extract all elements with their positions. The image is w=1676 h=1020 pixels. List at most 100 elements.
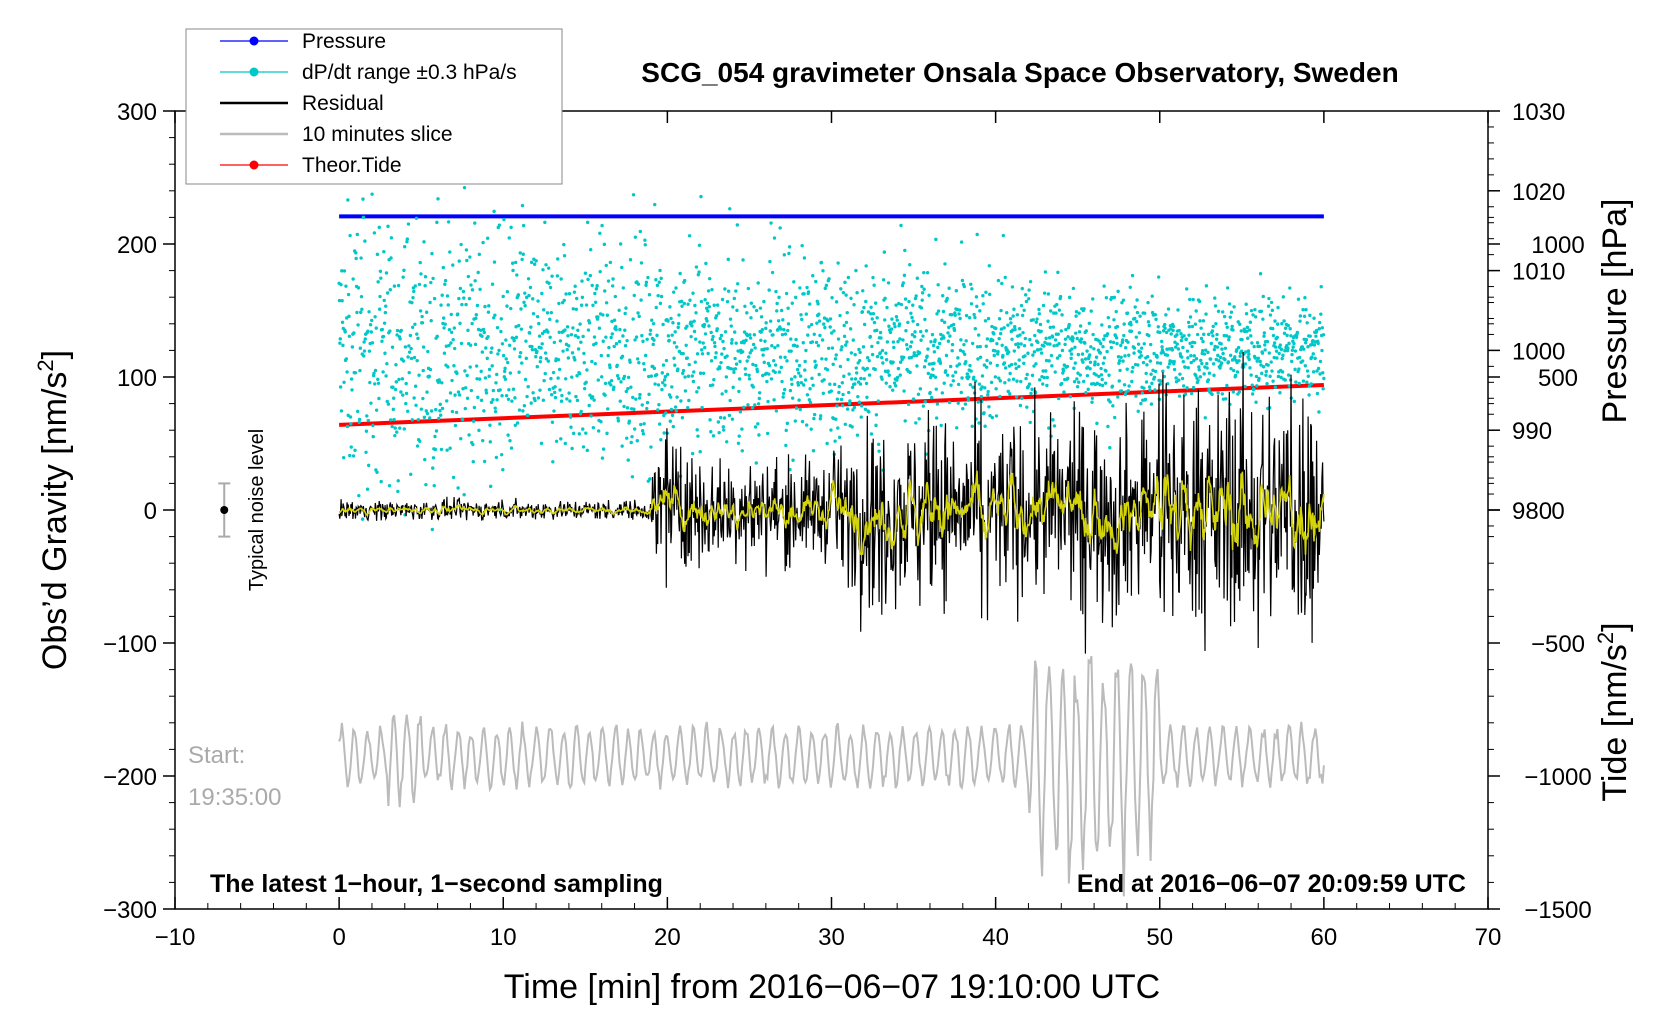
dpdt-point — [353, 448, 357, 452]
dpdt-point — [686, 302, 690, 306]
dpdt-point — [848, 399, 852, 403]
dpdt-point — [493, 313, 497, 317]
dpdt-point — [612, 318, 617, 322]
dpdt-point — [980, 374, 985, 378]
dpdt-point — [1100, 323, 1104, 327]
dpdt-point — [547, 281, 551, 285]
dpdt-point — [339, 282, 343, 287]
dpdt-point — [569, 425, 573, 429]
dpdt-point — [529, 260, 534, 265]
dpdt-point — [1246, 336, 1250, 340]
dpdt-point — [824, 357, 828, 361]
dpdt-point — [1144, 371, 1148, 376]
dpdt-point — [814, 340, 819, 345]
dpdt-point — [390, 424, 394, 429]
dpdt-point — [380, 339, 384, 343]
dpdt-point — [368, 323, 373, 327]
dpdt-point — [855, 291, 859, 295]
dpdt-point — [1052, 344, 1056, 348]
dpdt-point — [845, 340, 849, 344]
dpdt-point — [434, 407, 438, 412]
dpdt-point — [1079, 340, 1083, 344]
dpdt-point — [704, 306, 709, 310]
dpdt-point — [639, 422, 643, 427]
dpdt-point — [1294, 335, 1299, 339]
dpdt-point — [1303, 364, 1308, 368]
dpdt-point — [643, 238, 647, 242]
dpdt-point — [840, 381, 844, 385]
pressure-tick-label: 1030 — [1512, 99, 1565, 126]
dpdt-point — [445, 294, 450, 298]
dpdt-point — [1276, 305, 1280, 310]
dpdt-point — [1177, 394, 1182, 398]
dpdt-point — [1271, 379, 1275, 383]
dpdt-point — [719, 333, 724, 338]
dpdt-point — [1075, 385, 1080, 389]
dpdt-point — [517, 323, 521, 328]
dpdt-point — [439, 447, 444, 452]
dpdt-point — [1199, 358, 1203, 363]
dpdt-point — [848, 327, 853, 331]
dpdt-point — [389, 256, 393, 260]
dpdt-point — [925, 271, 930, 275]
x-tick-label: 40 — [982, 924, 1009, 951]
dpdt-point — [528, 285, 533, 290]
dpdt-point — [947, 325, 951, 330]
dpdt-point — [718, 366, 722, 370]
dpdt-point — [795, 344, 799, 348]
dpdt-point — [452, 326, 457, 330]
dpdt-point — [829, 428, 833, 432]
dpdt-point — [687, 362, 691, 367]
dpdt-point — [486, 335, 490, 339]
dpdt-point — [349, 377, 354, 381]
dpdt-point — [927, 362, 932, 366]
dpdt-point — [588, 273, 593, 278]
dpdt-point — [1202, 352, 1207, 356]
dpdt-point — [563, 328, 567, 332]
dpdt-point — [425, 390, 429, 394]
dpdt-point — [636, 282, 641, 286]
dpdt-point — [1014, 366, 1018, 371]
dpdt-point — [1214, 322, 1218, 326]
dpdt-point — [947, 286, 951, 290]
dpdt-point — [697, 270, 701, 274]
dpdt-point — [501, 294, 505, 299]
dpdt-point — [638, 229, 643, 234]
dpdt-point — [531, 312, 536, 316]
dpdt-point — [1083, 341, 1087, 345]
dpdt-point — [552, 340, 557, 345]
dpdt-point — [1144, 380, 1149, 384]
dpdt-point — [858, 358, 862, 363]
dpdt-point — [1286, 373, 1291, 377]
dpdt-point — [592, 335, 597, 339]
dpdt-point — [776, 344, 780, 348]
dpdt-point — [389, 236, 394, 240]
dpdt-point — [876, 340, 880, 345]
dpdt-point — [1268, 313, 1273, 317]
dpdt-point — [964, 313, 969, 318]
dpdt-point — [1283, 349, 1287, 353]
dpdt-point — [642, 367, 647, 372]
dpdt-point — [920, 284, 924, 289]
dpdt-point — [839, 348, 843, 352]
dpdt-point — [1156, 325, 1160, 329]
dpdt-point — [875, 328, 879, 333]
dpdt-point — [468, 365, 472, 369]
dpdt-point — [1305, 321, 1309, 325]
dpdt-point — [958, 348, 963, 353]
dpdt-point — [1125, 367, 1129, 371]
dpdt-point — [573, 284, 577, 288]
dpdt-point — [721, 425, 726, 429]
dpdt-point — [1048, 342, 1052, 346]
dpdt-point — [1018, 333, 1022, 337]
dpdt-point — [469, 388, 474, 393]
dpdt-point — [1134, 335, 1139, 339]
dpdt-point — [421, 345, 426, 349]
dpdt-point — [1321, 386, 1325, 391]
dpdt-point — [998, 379, 1002, 383]
dpdt-point — [542, 308, 546, 312]
dpdt-point — [932, 361, 936, 366]
dpdt-point — [432, 483, 436, 488]
dpdt-point — [424, 409, 428, 413]
dpdt-point — [1104, 295, 1109, 300]
